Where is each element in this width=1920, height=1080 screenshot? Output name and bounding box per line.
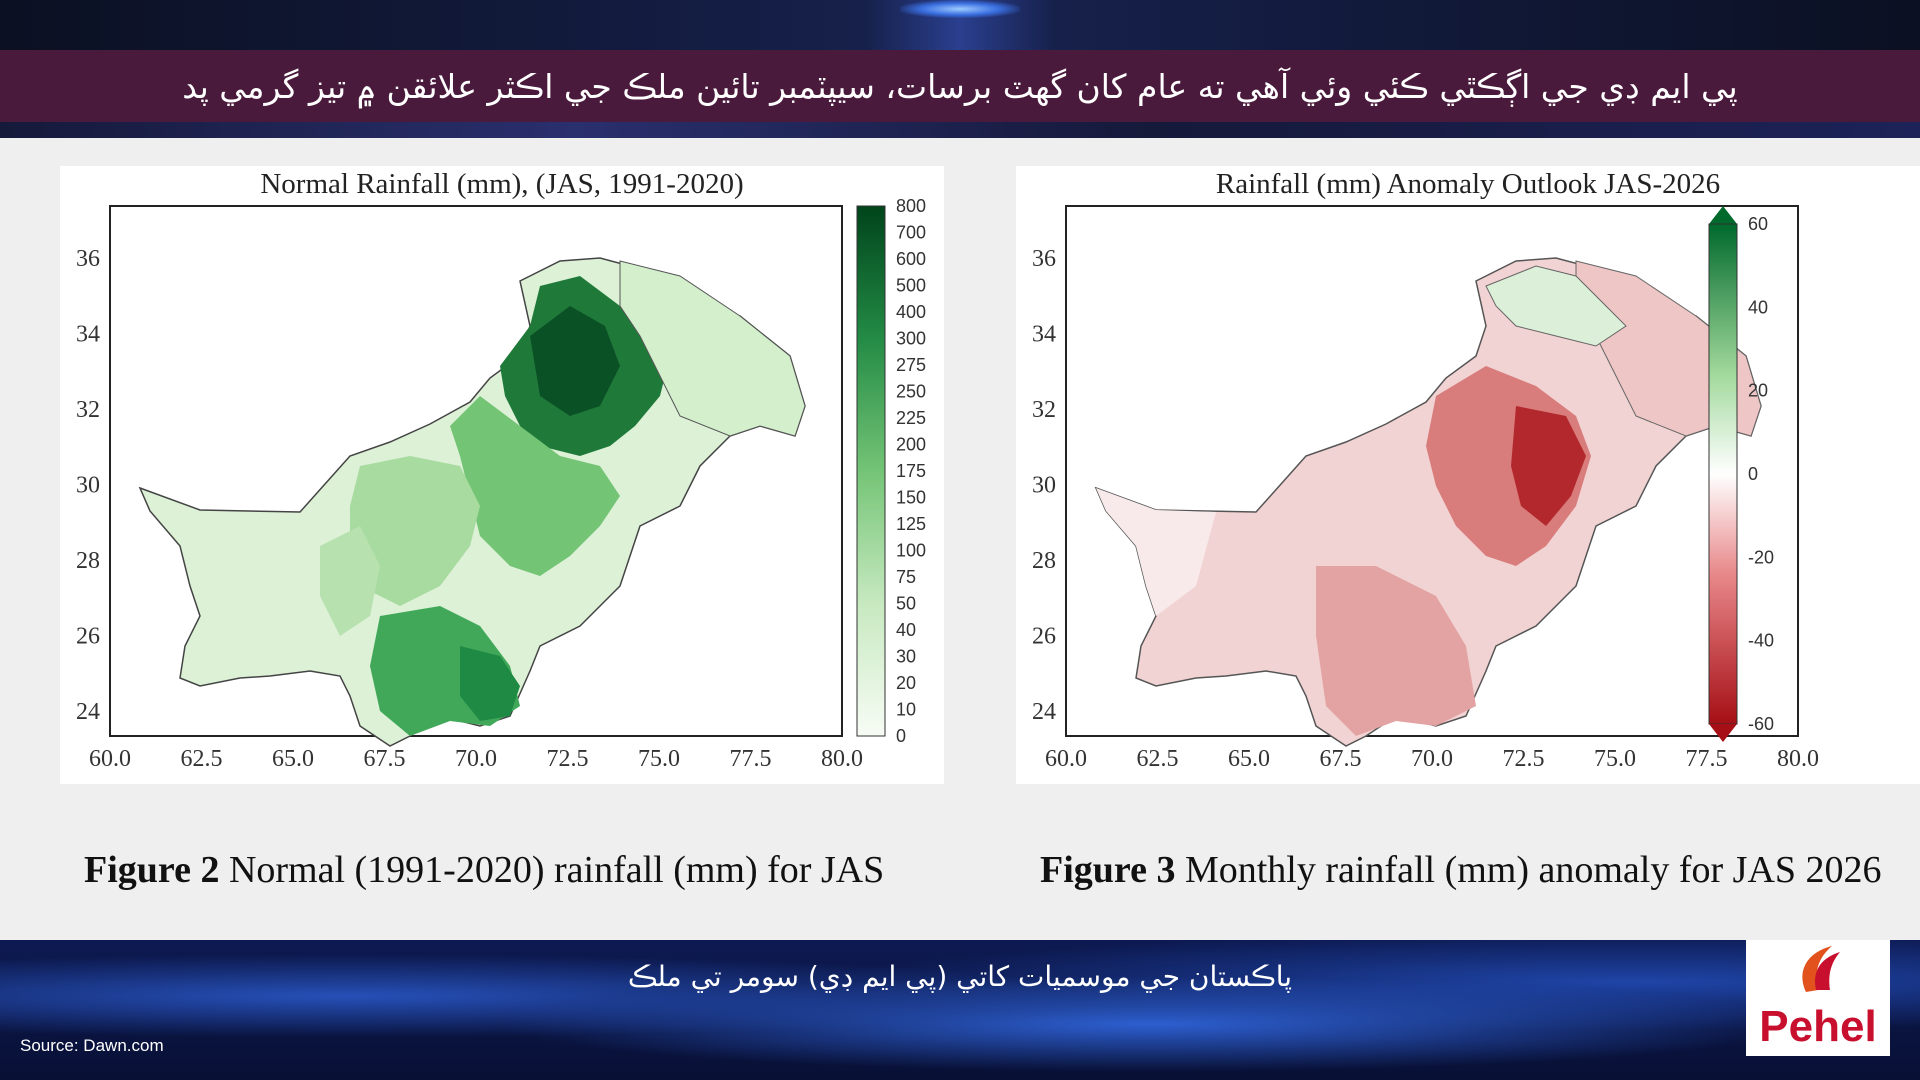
- headline-underline: [0, 122, 1920, 138]
- y-tick-label: 26: [76, 624, 100, 650]
- colorbar-label: 175: [896, 461, 926, 481]
- figure-3-text: Monthly rainfall (mm) anomaly for JAS 20…: [1175, 849, 1882, 891]
- colorbar-label: 0: [1748, 464, 1758, 484]
- colorbar-label: 30: [896, 647, 916, 667]
- colorbar-red-green: [1708, 223, 1738, 725]
- colorbar-label: 75: [896, 567, 916, 587]
- colorbar-label: 150: [896, 488, 926, 508]
- y-tick-label: 24: [76, 699, 100, 725]
- colorbar-label: 20: [896, 673, 916, 693]
- y-tick-label: 36: [76, 246, 100, 272]
- colorbar-top-arrow: [1709, 206, 1737, 224]
- source-text: Source: Dawn.com: [20, 1036, 164, 1055]
- colorbar-label: -40: [1748, 631, 1774, 651]
- pakistan-shape-green: [138, 257, 806, 747]
- x-tick-label: 65.0: [1228, 746, 1270, 772]
- x-tick-label: 72.5: [547, 746, 589, 772]
- pakistan-shape-anomaly: [1094, 257, 1762, 747]
- colorbar-label: 60: [1748, 214, 1768, 234]
- colorbar-label: 200: [896, 435, 926, 455]
- subtitle-text: پاڪستان جي موسميات کاتي (پي ايم ڊي) سومر…: [627, 960, 1293, 993]
- y-tick-label: 30: [76, 473, 100, 499]
- map-title-anomaly: Rainfall (mm) Anomaly Outlook JAS-2026: [1215, 168, 1721, 200]
- bottom-background-band: [0, 940, 1920, 1080]
- y-tick-label: 34: [76, 322, 100, 348]
- figure-2-text: Normal (1991-2020) rainfall (mm) for JAS: [219, 849, 885, 891]
- x-tick-label: 70.0: [455, 746, 497, 772]
- colorbar-label: -60: [1748, 714, 1774, 734]
- x-tick-label: 80.0: [1777, 746, 1819, 772]
- y-tick-label: 24: [1032, 699, 1056, 725]
- x-tick-label: 72.5: [1503, 746, 1545, 772]
- colorbar-label: 225: [896, 408, 926, 428]
- x-tick-label: 77.5: [1686, 746, 1728, 772]
- pehel-logo: Pehel: [1746, 940, 1890, 1056]
- colorbar-label: 800: [896, 196, 926, 216]
- logo-text: Pehel: [1759, 1002, 1877, 1051]
- x-tick-label: 62.5: [181, 746, 223, 772]
- colorbar-label: 250: [896, 382, 926, 402]
- x-tick-label: 80.0: [821, 746, 863, 772]
- logo-swoosh-icon: [1802, 946, 1840, 992]
- colorbar-label: 50: [896, 594, 916, 614]
- x-tick-label: 60.0: [1045, 746, 1087, 772]
- colorbar-label: 125: [896, 514, 926, 534]
- colorbar-label: -20: [1748, 547, 1774, 567]
- y-tick-label: 28: [1032, 548, 1056, 574]
- colorbar-label: 275: [896, 355, 926, 375]
- normal-rainfall-map-panel: Normal Rainfall (mm), (JAS, 1991-2020): [60, 166, 944, 784]
- colorbar-label: 40: [1748, 297, 1768, 317]
- colorbar-label: 600: [896, 249, 926, 269]
- x-tick-label: 67.5: [1320, 746, 1362, 772]
- colorbar-green: [856, 205, 886, 737]
- headline-text: پي ايم ڊي جي اڳڪٿي ڪئي وئي آهي ته عام کا…: [182, 66, 1738, 106]
- y-tick-label: 32: [76, 397, 100, 423]
- colorbar-label: 0: [896, 726, 906, 746]
- top-light-glow: [900, 0, 1020, 18]
- colorbar-bottom-arrow: [1709, 724, 1737, 742]
- y-tick-label: 32: [1032, 397, 1056, 423]
- y-tick-label: 28: [76, 548, 100, 574]
- x-tick-label: 75.0: [638, 746, 680, 772]
- colorbar-label: 20: [1748, 381, 1768, 401]
- figure-2-caption: Figure 2 Normal (1991-2020) rainfall (mm…: [84, 848, 884, 892]
- y-tick-label: 34: [1032, 322, 1056, 348]
- x-tick-label: 77.5: [730, 746, 772, 772]
- x-tick-label: 62.5: [1137, 746, 1179, 772]
- anomaly-rainfall-map: 60 40 20 0 -20 -40 -60 60.0 62.5 65.0 67.5 70.0 72.…: [1032, 205, 1819, 772]
- figure-2-label: Figure 2: [84, 849, 220, 891]
- colorbar-label: 40: [896, 620, 916, 640]
- x-tick-label: 60.0: [89, 746, 131, 772]
- y-tick-label: 36: [1032, 246, 1056, 272]
- colorbar-label: 700: [896, 223, 926, 243]
- normal-rainfall-map: 8007006005004003002752502252001751501251…: [76, 196, 926, 772]
- map-title-normal: Normal Rainfall (mm), (JAS, 1991-2020): [260, 168, 744, 200]
- figure-area: Normal Rainfall (mm), (JAS, 1991-2020): [0, 138, 1920, 940]
- x-tick-label: 70.0: [1411, 746, 1453, 772]
- y-tick-label: 30: [1032, 473, 1056, 499]
- headline-bar: [0, 50, 1920, 122]
- x-tick-label: 75.0: [1594, 746, 1636, 772]
- x-tick-label: 67.5: [364, 746, 406, 772]
- colorbar-label: 500: [896, 276, 926, 296]
- colorbar-label: 100: [896, 541, 926, 561]
- x-tick-label: 65.0: [272, 746, 314, 772]
- colorbar-label: 400: [896, 302, 926, 322]
- y-tick-label: 26: [1032, 624, 1056, 650]
- colorbar-label: 10: [896, 700, 916, 720]
- figure-3-caption: Figure 3 Monthly rainfall (mm) anomaly f…: [1040, 848, 1882, 892]
- figure-3-label: Figure 3: [1040, 849, 1176, 891]
- anomaly-rainfall-map-panel: Rainfall (mm) Anomaly Outlook JAS-2026: [1016, 166, 1920, 784]
- colorbar-label: 300: [896, 329, 926, 349]
